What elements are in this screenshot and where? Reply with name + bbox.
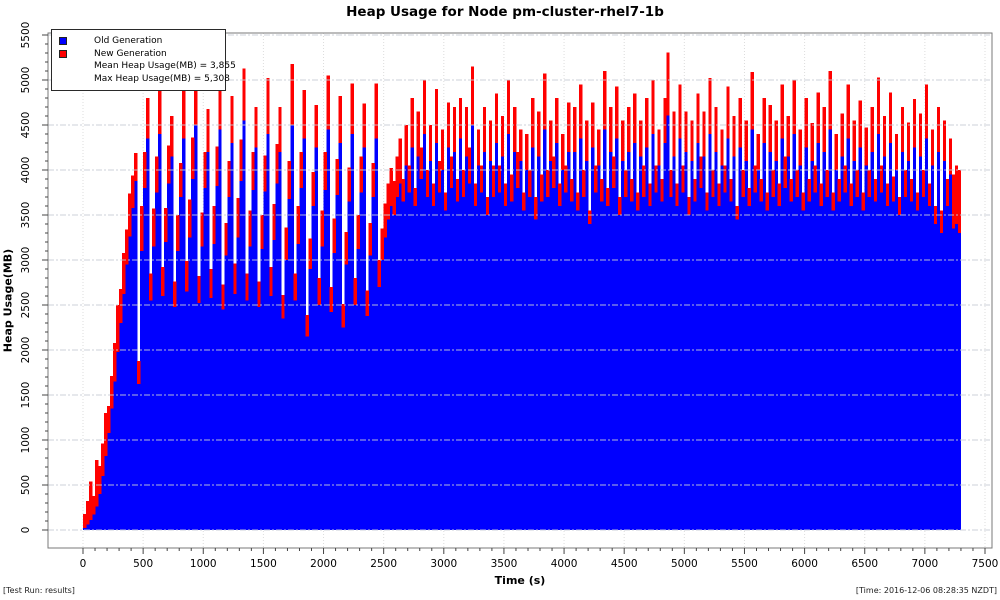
- timestamp-label: [Time: 2016-12-06 08:28:35 NZDT]: [855, 586, 997, 595]
- x-tick-label: 1000: [190, 558, 217, 570]
- x-tick-label: 4000: [551, 558, 578, 570]
- y-tick-labels: 0 500 1000 1500 2000 2500 3000 3500 4000 4500 5000…: [20, 22, 32, 534]
- chart-title: Heap Usage for Node pm-cluster-rhel7-1b: [346, 4, 664, 20]
- legend-item-old-generation: Old Generation: [52, 34, 222, 47]
- y-tick-label: 1000: [20, 427, 32, 454]
- x-tick-label: 5000: [671, 558, 698, 570]
- x-tick-label: 2000: [310, 558, 337, 570]
- new-generation-swatch: [59, 49, 67, 58]
- mean-heap-usage-text: Mean Heap Usage(MB) = 3,855: [94, 61, 236, 71]
- new-generation-bars: [83, 52, 962, 529]
- y-tick-label: 4000: [20, 157, 32, 184]
- x-tick-label: 500: [133, 558, 153, 570]
- y-tick-label: 2000: [20, 337, 32, 364]
- x-tick-label: 5500: [731, 558, 758, 570]
- legend-item-new-generation: New Generation: [52, 47, 222, 60]
- axis-ticks: [42, 34, 986, 554]
- y-tick-label: 500: [20, 475, 32, 495]
- old-generation-swatch: [59, 36, 67, 45]
- chart-legend: Old Generation New Generation Mean Heap …: [51, 29, 236, 91]
- x-tick-label: 7000: [911, 558, 938, 570]
- x-tick-label: 6000: [791, 558, 818, 570]
- y-tick-label: 1500: [20, 382, 32, 409]
- x-tick-label: 3000: [430, 558, 457, 570]
- y-tick-label: 3500: [20, 202, 32, 229]
- legend-label: New Generation: [94, 48, 167, 59]
- x-tick-label: 2500: [370, 558, 397, 570]
- x-tick-labels: 0 500 1000 1500 2000 2500 3000 3500 4000 4500 5000…: [80, 558, 999, 570]
- y-tick-label: 4500: [20, 112, 32, 139]
- legend-label: Old Generation: [94, 35, 163, 46]
- x-tick-label: 4500: [611, 558, 638, 570]
- y-tick-label: 2500: [20, 292, 32, 319]
- x-axis-title: Time (s): [494, 574, 546, 587]
- x-tick-label: 0: [80, 558, 87, 570]
- x-tick-label: 6500: [851, 558, 878, 570]
- x-tick-label: 3500: [491, 558, 518, 570]
- y-tick-label: 0: [20, 527, 32, 534]
- y-tick-label: 5000: [20, 67, 32, 94]
- y-tick-label: 3000: [20, 247, 32, 274]
- x-tick-label: 7500: [972, 558, 999, 570]
- max-heap-usage-text: Max Heap Usage(MB) = 5,308: [94, 74, 230, 84]
- y-axis-title: Heap Usage(MB): [1, 248, 15, 353]
- x-tick-label: 1500: [250, 558, 277, 570]
- old-generation-bars: [83, 115, 962, 531]
- plot-border: [47, 32, 993, 549]
- test-run-label: [Test Run: results]: [3, 586, 75, 595]
- y-tick-label: 5500: [20, 22, 32, 49]
